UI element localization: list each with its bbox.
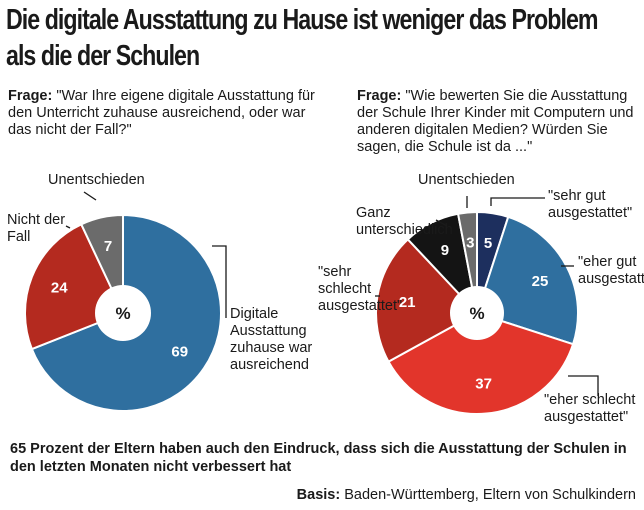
- leader-line-1: [65, 225, 71, 229]
- right-label-eher-gut: "eher gut ausgestattet": [578, 254, 644, 287]
- basis-label: Basis:: [296, 487, 341, 503]
- question-right-label: Frage:: [357, 88, 402, 104]
- chart1-slice-2: [387, 311, 575, 415]
- chart0-value-label-0: 69: [171, 344, 188, 361]
- leader-line-5: [490, 197, 545, 206]
- footnote: 65 Prozent der Eltern haben auch den Ein…: [10, 441, 627, 475]
- chart1-value-label-1: 25: [532, 273, 549, 290]
- chart0-center-symbol: %: [115, 304, 130, 323]
- question-left: Frage: "War Ihre eigene digitale Ausstat…: [8, 88, 318, 139]
- right-label-unentschieden: Unentschieden: [418, 172, 515, 188]
- chart0-center-hole: [95, 285, 151, 341]
- chart1-value-label-4: 9: [441, 242, 449, 259]
- chart1-center-hole: [450, 286, 504, 340]
- chart1-value-label-5: 3: [466, 235, 474, 252]
- left-label-nicht: Nicht der Fall: [7, 212, 66, 245]
- right-label-unterschiedlich: Ganz unterschiedlich: [356, 205, 453, 238]
- left-label-unentschieden: Unentschieden: [48, 172, 145, 188]
- leader-line-4: [435, 219, 448, 227]
- basis: Basis: Baden-Württemberg, Eltern von Sch…: [297, 487, 636, 503]
- right-label-sehr-gut: "sehr gut ausgestattet": [548, 188, 633, 221]
- basis-text: Baden-Württemberg, Eltern von Schulkinde…: [344, 487, 636, 503]
- right-label-sehr-schlecht: "sehr schlecht ausgestattet": [318, 264, 403, 314]
- right-label-eher-schlecht: "eher schlecht ausgestattet": [544, 392, 636, 425]
- question-left-text: "War Ihre eigene digitale Ausstattung fü…: [8, 88, 315, 138]
- chart1-center-symbol: %: [469, 304, 484, 323]
- chart1-value-label-2: 37: [475, 375, 492, 392]
- question-right-text: "Wie bewerten Sie die Ausstattung der Sc…: [357, 88, 634, 155]
- question-left-label: Frage:: [8, 88, 53, 104]
- leader-line-2: [212, 245, 227, 318]
- left-label-ausreichend: Digitale Ausstattung zuhause war ausreic…: [230, 306, 313, 373]
- chart1-value-label-3: 21: [399, 294, 416, 311]
- chart0-value-label-2: 7: [104, 238, 112, 255]
- leader-line-7: [568, 375, 599, 396]
- question-right: Frage: "Wie bewerten Sie die Ausstattung…: [357, 88, 642, 156]
- chart0-value-label-1: 24: [51, 280, 68, 297]
- chart1-slice-3: [375, 237, 479, 364]
- chart-title: Die digitale Ausstattung zu Hause ist we…: [6, 4, 599, 72]
- leader-line-0: [83, 191, 97, 201]
- chart1-value-label-0: 5: [484, 235, 492, 252]
